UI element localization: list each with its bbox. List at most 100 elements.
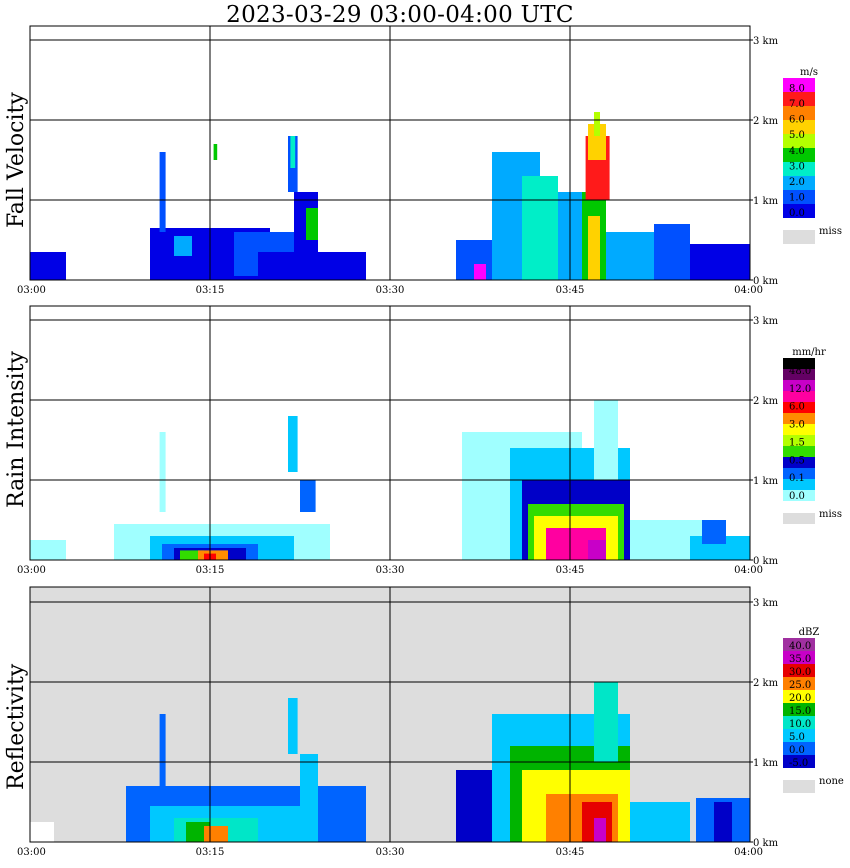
colorbar: dBZ 40.0 35.0 30.0 25.0 20.0 15.0 10.0 5.0 0.0 -5.…: [783, 627, 844, 793]
colorbar-label: 1.0: [789, 192, 805, 203]
colorbar-swatch: [783, 162, 815, 176]
data-cell: [606, 232, 654, 280]
colorbar-swatch: [783, 742, 815, 755]
colorbar-swatch: [783, 358, 815, 369]
colorbar-swatch: [783, 134, 815, 148]
x-tick-label: 03:30: [376, 285, 405, 296]
colorbar-label: 7.0: [789, 99, 805, 110]
y-tick-label: 0 km: [753, 838, 779, 849]
colorbar-swatch: [783, 435, 815, 446]
colorbar-swatch: [783, 729, 815, 742]
x-tick-label: 03:00: [17, 847, 46, 858]
colorbar-unit: m/s: [800, 67, 818, 78]
data-cell: [690, 244, 750, 280]
x-tick-label: 03:15: [196, 285, 225, 296]
x-tick-label: 03:45: [556, 847, 585, 858]
plot-frame: [29, 25, 751, 281]
colorbar-swatch: [783, 457, 815, 468]
colorbar-swatch: [783, 703, 815, 716]
y-tick-label: 1 km: [753, 196, 779, 207]
colorbar-swatch: [783, 446, 815, 457]
colorbar-label: 30.0: [789, 667, 811, 678]
colorbar-label: 48.0: [789, 366, 811, 377]
data-cell: [30, 252, 66, 280]
colorbar-missing-label: none: [819, 776, 844, 787]
chart-title: 2023-03-29 03:00-04:00 UTC: [226, 2, 574, 28]
colorbar-label: 20.0: [789, 693, 811, 704]
x-tick-label: 04:00: [734, 285, 763, 296]
data-cell: [654, 224, 690, 280]
data-cell: [300, 754, 318, 818]
data-cell: [714, 802, 732, 842]
colorbar-label: 3.0: [789, 161, 805, 172]
colorbar-label: 40.0: [789, 641, 811, 652]
data-cell: [159, 152, 166, 232]
colorbar-swatch: [783, 651, 815, 664]
colorbar-missing-swatch: [783, 513, 815, 524]
colorbar-label: 1.5: [789, 437, 805, 448]
x-tick-label: 03:30: [376, 847, 405, 858]
colorbar-missing-swatch: [783, 780, 815, 793]
data-cell: [159, 432, 166, 512]
data-cell: [288, 698, 298, 754]
colorbar-swatch: [783, 78, 815, 92]
panel-reflectivity: 03:00 03:15 03:30 03:45 04:000 km 1 km 2 km 3 k…: [17, 586, 779, 858]
y-tick-label: 1 km: [753, 758, 779, 769]
colorbar-label: 0.5: [789, 455, 805, 466]
x-tick-label: 03:15: [196, 565, 225, 576]
data-cell: [594, 818, 606, 842]
colorbar-swatch: [783, 106, 815, 120]
colorbar-swatch: [783, 716, 815, 729]
colorbar-swatch: [783, 638, 815, 651]
plot-frame: [29, 586, 751, 843]
y-tick-label: 3 km: [753, 598, 779, 609]
data-cell: [702, 520, 726, 544]
y-tick-label: 3 km: [753, 316, 779, 327]
y-tick-label: 2 km: [753, 678, 779, 689]
colorbar-swatch: [783, 402, 815, 413]
colorbar-label: 6.0: [789, 402, 805, 413]
data-cell: [588, 540, 606, 560]
x-tick-label: 03:30: [376, 565, 405, 576]
colorbar-label: 10.0: [789, 719, 811, 730]
y-tick-label: 0 km: [753, 276, 779, 287]
data-cell: [630, 802, 690, 842]
panel-rain-intensity: 03:00 03:15 03:30 03:45 04:000 km 1 km 2 km 3 k…: [17, 305, 779, 576]
data-cell: [159, 714, 166, 794]
y-tick-label: 2 km: [753, 116, 779, 127]
data-cell: [594, 400, 618, 480]
panel-fall-velocity: 03:00 03:15 03:30 03:45 04:000 km 1 km 2 km 3 k…: [17, 25, 779, 296]
x-tick-label: 03:15: [196, 847, 225, 858]
colorbar-swatch: [783, 755, 815, 768]
data-cell: [474, 264, 486, 280]
colorbar-swatch: [783, 92, 815, 106]
reflectivity-ylabel: Reflectivity: [4, 663, 29, 790]
colorbar-swatch: [783, 204, 815, 218]
colorbar-swatch: [783, 424, 815, 435]
colorbar-swatch: [783, 190, 815, 204]
colorbar-label: 2.0: [789, 177, 805, 188]
data-cell: [588, 216, 600, 280]
y-tick-label: 3 km: [753, 36, 779, 47]
colorbar-label: 0.0: [789, 745, 805, 756]
data-cell: [290, 136, 296, 168]
colorbar-label: 6.0: [789, 115, 805, 126]
colorbar-missing-swatch: [783, 230, 815, 244]
data-cell: [30, 540, 66, 560]
colorbar-swatch: [783, 479, 815, 490]
data-cell: [594, 682, 618, 762]
x-tick-label: 03:45: [556, 565, 585, 576]
colorbar-swatch: [783, 490, 815, 501]
fall-velocity-ylabel: Fall Velocity: [4, 92, 29, 228]
data-cell: [588, 124, 606, 160]
colorbar-label: 0.1: [789, 473, 805, 484]
y-tick-label: 1 km: [753, 476, 779, 487]
colorbar: mm/hr 48.0 12.0 6.0 3.0 1.5 0.5 0.1 0.0 miss: [783, 347, 842, 524]
data-cell: [180, 550, 204, 560]
colorbar-label: 3.0: [789, 420, 805, 431]
colorbar-label: 5.0: [789, 732, 805, 743]
colorbar-swatch: [783, 468, 815, 479]
x-tick-label: 04:00: [734, 847, 763, 858]
colorbar-label: 0.0: [789, 491, 805, 502]
colorbar-swatch: [783, 413, 815, 424]
